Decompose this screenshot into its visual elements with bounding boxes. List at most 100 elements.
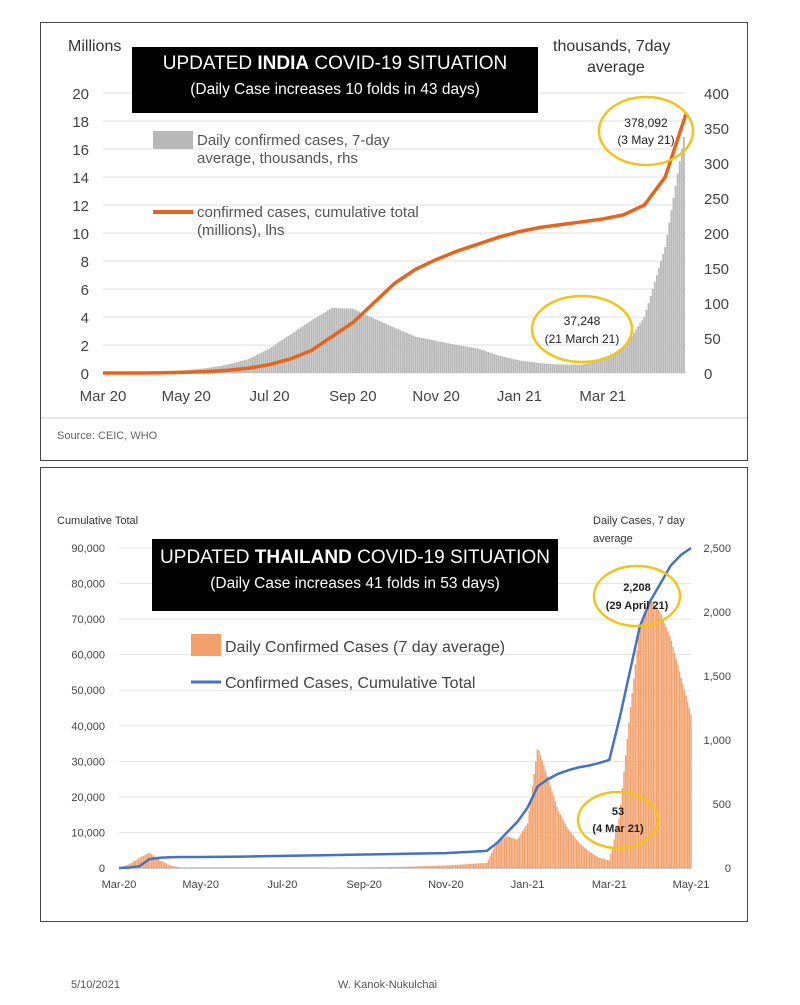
thailand-daily-bar: [592, 853, 594, 868]
thailand-daily-bar: [585, 849, 588, 868]
thailand-daily-bar: [570, 833, 573, 868]
india-daily-bar: [449, 343, 452, 373]
thailand-daily-bar: [327, 867, 329, 868]
india-left-tick: 12: [72, 198, 89, 215]
footer-author: W. Kanok-Nukulchai: [338, 979, 438, 991]
thailand-daily-bar: [507, 836, 509, 868]
india-daily-bar: [483, 350, 485, 373]
india-daily-bar: [531, 362, 533, 373]
thailand-daily-bar: [342, 867, 344, 868]
india-daily-bar: [566, 364, 569, 373]
india-daily-bar: [401, 331, 404, 373]
india-chart-panel: 20 18 16 14 12 10 8 6 4 2 0 400 350 300 250 200 150 100 5…: [40, 22, 748, 461]
india-daily-bar: [522, 360, 525, 373]
india-daily-bar: [541, 363, 544, 373]
thailand-daily-bar: [556, 806, 558, 868]
india-daily-bar: [587, 363, 590, 373]
thailand-daily-bar: [535, 761, 537, 868]
thailand-daily-bar: [667, 631, 669, 868]
thailand-daily-bar: [562, 820, 565, 868]
india-low-date: (21 March 21): [545, 332, 620, 346]
india-daily-bar: [370, 317, 373, 373]
thailand-daily-bar: [471, 863, 473, 868]
india-daily-bar: [262, 351, 265, 373]
india-daily-bar: [433, 340, 435, 373]
thailand-daily-bar: [634, 664, 637, 868]
thailand-left-tick: 10,000: [71, 827, 105, 839]
thailand-daily-bar: [399, 866, 401, 868]
thailand-daily-bar: [379, 867, 382, 868]
thailand-daily-bar: [414, 866, 416, 868]
india-daily-bar: [435, 340, 438, 373]
india-legend-cumulative: confirmed cases, cumulative total: [197, 204, 419, 221]
india-daily-bar: [385, 323, 388, 373]
india-daily-bar: [508, 357, 510, 373]
thailand-left-tick: 20,000: [71, 792, 105, 804]
thailand-left-tick: 0: [99, 863, 105, 875]
india-daily-bar: [670, 210, 673, 373]
india-source: Source: CEIC, WHO: [57, 430, 158, 442]
thailand-daily-bar: [518, 836, 521, 868]
india-daily-bar: [481, 349, 483, 373]
thailand-daily-bar: [657, 609, 660, 868]
thailand-daily-bar: [427, 866, 429, 868]
india-x-tick: Sep 20: [329, 388, 377, 405]
india-daily-bar: [547, 363, 550, 373]
thailand-daily-bar: [687, 702, 689, 868]
thailand-daily-bar: [521, 831, 524, 868]
india-daily-bar: [422, 338, 425, 373]
india-daily-bar: [676, 173, 679, 373]
thailand-daily-bar: [494, 846, 496, 868]
thailand-cumulative-line: [118, 546, 692, 870]
india-daily-bar: [568, 364, 571, 373]
thailand-banner-title: UPDATED THAILAND COVID-19 SITUATION: [160, 547, 550, 568]
thailand-daily-bar: [335, 867, 338, 868]
thailand-daily-bar: [505, 836, 508, 868]
india-daily-bar: [312, 319, 315, 373]
india-daily-bar: [616, 352, 619, 373]
thailand-daily-bar: [165, 863, 168, 868]
india-daily-bar: [252, 356, 254, 373]
thailand-daily-bar: [513, 838, 516, 868]
india-daily-bar: [314, 317, 317, 373]
thailand-daily-bar: [387, 866, 390, 868]
thailand-right-tick: 500: [713, 799, 731, 811]
thailand-daily-bar: [685, 695, 687, 868]
thailand-daily-bar: [549, 786, 552, 868]
india-daily-bar: [277, 342, 279, 373]
thailand-daily-bar: [352, 867, 354, 868]
thailand-daily-bar: [343, 867, 346, 868]
india-daily-bar: [264, 350, 267, 373]
thailand-daily-bar: [131, 862, 133, 868]
thailand-daily-bar: [466, 864, 468, 868]
thailand-daily-bar: [659, 611, 661, 868]
india-daily-bar: [254, 355, 256, 373]
thailand-daily-bar: [329, 867, 331, 868]
india-daily-bar: [333, 307, 336, 373]
india-daily-bar: [362, 313, 365, 373]
thailand-daily-bar: [188, 867, 190, 868]
india-daily-bar: [585, 363, 587, 373]
india-daily-bar: [335, 308, 338, 373]
india-daily-bar: [601, 360, 604, 373]
thailand-x-tick: Sep-20: [346, 879, 381, 891]
india-daily-bar: [512, 358, 515, 373]
thailand-daily-bar: [492, 849, 494, 868]
thailand-daily-bar: [397, 866, 400, 868]
thailand-daily-bar: [481, 863, 483, 868]
india-daily-bar: [489, 352, 492, 373]
india-daily-bar: [420, 337, 423, 373]
india-daily-bar: [347, 308, 350, 373]
thailand-daily-bar: [430, 865, 432, 868]
thailand-daily-bar: [628, 722, 630, 868]
india-daily-bar: [545, 363, 548, 373]
india-daily-bar: [535, 362, 537, 373]
india-daily-bar: [383, 322, 385, 373]
thailand-daily-bar: [503, 837, 506, 868]
thailand-daily-bar: [347, 867, 349, 868]
thailand-peak-callout: [592, 564, 682, 628]
thailand-daily-bar: [456, 864, 458, 868]
thailand-daily-bar: [173, 866, 176, 868]
thailand-daily-bar: [423, 866, 426, 868]
thailand-daily-bar: [626, 738, 628, 868]
